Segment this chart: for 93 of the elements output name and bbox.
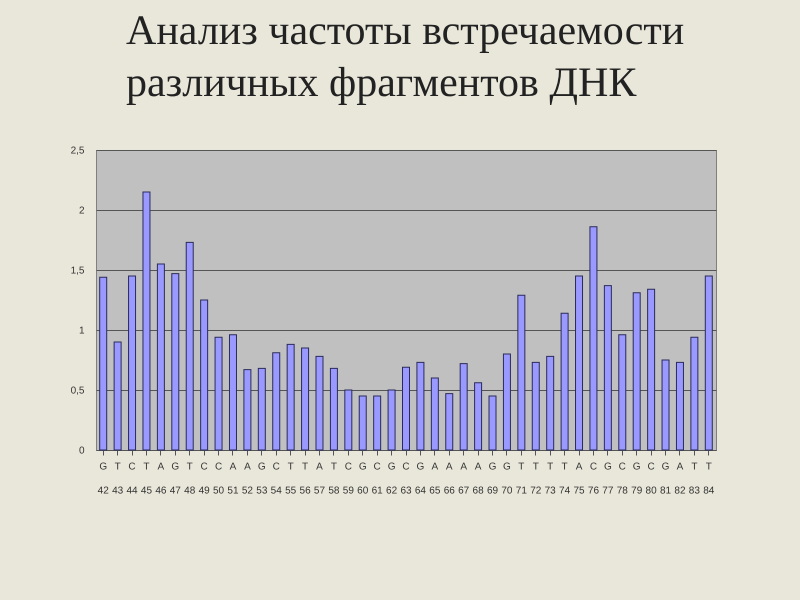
category-label: T 74 <box>559 462 570 496</box>
bar <box>460 363 468 450</box>
category-label: T 43 <box>112 462 124 496</box>
chart-title: Анализ частоты встречаемости различных фрагментов ДНК <box>126 8 684 106</box>
bar <box>286 344 295 450</box>
bar <box>373 396 382 450</box>
category-label: G 69 <box>486 462 498 496</box>
category-label: A 65 <box>429 462 440 496</box>
y-tick-label: 0,5 <box>70 386 85 396</box>
bar <box>502 354 511 450</box>
category-label: T 45 <box>140 462 152 496</box>
category-label: C 78 <box>616 462 628 496</box>
category-label: C 76 <box>588 462 600 496</box>
category-label: C 80 <box>646 462 657 496</box>
bar <box>532 362 540 450</box>
category-label: T 84 <box>703 462 714 496</box>
category-label: A 68 <box>472 462 484 496</box>
bar <box>156 264 165 450</box>
bar <box>243 369 252 450</box>
bar <box>662 360 670 450</box>
bar <box>704 276 713 450</box>
category-label: G 62 <box>386 462 398 496</box>
category-label: A 67 <box>458 462 470 496</box>
bar <box>604 285 612 450</box>
bar <box>676 362 684 450</box>
category-label: C 49 <box>198 462 210 496</box>
category-label: T 72 <box>530 462 542 496</box>
y-tick-label: 1 <box>78 326 85 336</box>
category-label: G 70 <box>501 462 512 496</box>
bar <box>171 273 180 450</box>
bar <box>517 294 526 450</box>
category-label: T 58 <box>328 462 340 496</box>
bar <box>330 368 338 450</box>
category-label: G 60 <box>357 462 368 496</box>
bar <box>575 276 584 450</box>
bar <box>200 300 208 450</box>
bar <box>589 226 598 450</box>
bar <box>114 342 122 450</box>
bar <box>99 276 108 450</box>
category-label: A 75 <box>573 462 585 496</box>
y-tick-label: 0 <box>78 446 85 456</box>
bar <box>618 334 626 450</box>
bar <box>142 192 150 450</box>
bar <box>214 336 223 450</box>
category-label: C 54 <box>270 462 282 496</box>
bar <box>445 393 454 450</box>
y-tick-label: 1,5 <box>70 266 85 276</box>
category-label: T 71 <box>516 462 527 496</box>
bar <box>488 396 497 450</box>
category-label: G 64 <box>414 462 426 496</box>
bar <box>258 368 266 450</box>
category-label: T 73 <box>544 462 556 496</box>
category-label: T 83 <box>688 462 700 496</box>
bar <box>388 390 396 450</box>
category-label: G 47 <box>170 462 181 496</box>
category-label: G 77 <box>602 462 614 496</box>
category-label: C 50 <box>212 462 224 496</box>
y-tick-label: 2,5 <box>70 146 85 156</box>
category-label: T 56 <box>300 462 311 496</box>
category-label: C 61 <box>372 462 383 496</box>
category-label: A 57 <box>314 462 326 496</box>
category-label: A 52 <box>242 462 253 496</box>
bar <box>546 356 554 450</box>
category-label: T 48 <box>184 462 196 496</box>
bar <box>344 390 352 450</box>
bar <box>315 356 324 450</box>
category-label: T 55 <box>285 462 296 496</box>
category-label: A 66 <box>444 462 455 496</box>
bar <box>128 276 136 450</box>
bar <box>186 242 194 450</box>
bar <box>560 312 569 450</box>
category-label: A 82 <box>674 462 686 496</box>
category-label: C 59 <box>342 462 354 496</box>
bar <box>301 348 310 450</box>
category-label: C 44 <box>126 462 138 496</box>
category-label: G 79 <box>631 462 642 496</box>
category-label: A 46 <box>155 462 166 496</box>
category-label: G 42 <box>98 462 109 496</box>
category-label: G 53 <box>256 462 268 496</box>
category-label: A 51 <box>227 462 239 496</box>
bar <box>474 382 482 450</box>
bar <box>647 288 656 450</box>
bar <box>690 336 698 450</box>
bar <box>632 292 641 450</box>
category-label: C 63 <box>400 462 412 496</box>
bar <box>416 362 424 450</box>
y-tick-label: 2 <box>78 206 85 216</box>
bar <box>402 366 410 450</box>
bar <box>358 396 367 450</box>
bar <box>430 378 439 450</box>
bar <box>228 334 237 450</box>
category-label: G 81 <box>660 462 672 496</box>
bar <box>272 352 280 450</box>
